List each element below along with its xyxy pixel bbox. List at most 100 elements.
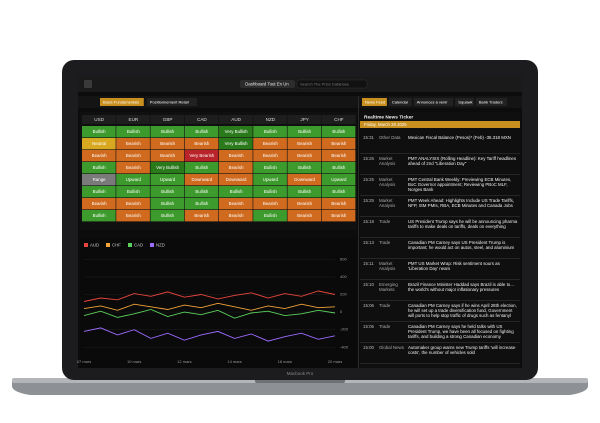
bias-cell	[253, 198, 287, 210]
bias-cell	[253, 162, 287, 174]
news-item[interactable]: 15:06 Trade Canadian PM Carney says if he …	[360, 301, 520, 322]
bias-label: Bearish	[160, 153, 175, 158]
bias-label: Bullish	[93, 129, 106, 134]
news-item[interactable]: 15:13 Trade Canadian PM Carney says US Pre…	[360, 238, 520, 259]
bias-cell	[116, 198, 150, 210]
bias-cell	[219, 198, 253, 210]
bias-cell	[321, 162, 356, 174]
news-time: 15:26	[363, 156, 374, 161]
tab[interactable]	[475, 98, 508, 106]
bias-label: Bullish	[230, 189, 243, 194]
news-item[interactable]: 15:05 Trade Canadian PM Carney says he hel…	[360, 322, 520, 343]
bias-cell	[219, 126, 253, 138]
legend-swatch[interactable]	[84, 243, 88, 247]
news-item[interactable]: 15:25 Market Analysis PMT Week Ahead: High…	[360, 196, 520, 217]
bias-label: Bearish	[263, 141, 278, 146]
bias-label: Upward	[126, 177, 142, 182]
search-box[interactable]	[296, 79, 368, 89]
laptop-base	[12, 380, 588, 395]
bias-cell	[287, 210, 322, 222]
bias-label: Bearish	[126, 213, 141, 218]
tab[interactable]	[362, 98, 387, 106]
bias-label: Bullish	[195, 129, 208, 134]
news-headline: Canadian PM Carney says US President Tru…	[408, 240, 515, 250]
news-category: Market Analysis	[379, 177, 396, 187]
y-tick-label: 600	[340, 256, 347, 261]
news-headline: PMT ANALYSIS (Rolling Headline): Key Tar…	[408, 156, 517, 166]
bias-label: Bullish	[264, 189, 277, 194]
news-list: 15:31 Other Data Mexican Fiscal Balance (P…	[360, 133, 520, 367]
bias-label: Very Bullish	[225, 141, 248, 146]
tab-label: Bank Traders	[479, 99, 503, 104]
news-item[interactable]: 15:00 Global News Automaker group warns ne…	[360, 343, 520, 364]
tab[interactable]	[413, 98, 454, 106]
bias-cell	[321, 186, 356, 198]
legend-swatch[interactable]	[150, 243, 154, 247]
bias-label: Range	[93, 177, 106, 182]
bias-label: Bearish	[126, 141, 141, 146]
news-time: 15:25	[363, 177, 374, 182]
tab[interactable]	[100, 98, 144, 106]
news-item[interactable]: 15:18 Trade US President Trump says he wil…	[360, 217, 520, 238]
series-line	[83, 302, 336, 311]
series-line	[83, 309, 336, 319]
bias-cell	[116, 186, 150, 198]
table-header: EUR	[129, 117, 139, 122]
bias-cell	[150, 210, 185, 222]
tab-label: Positionnement Retail	[150, 99, 189, 104]
series-line	[83, 290, 336, 302]
tab[interactable]	[388, 98, 412, 106]
bias-cell	[219, 138, 253, 150]
news-item[interactable]: 15:31 Other Data Mexican Fiscal Balance (P…	[360, 133, 520, 154]
bias-cell	[150, 138, 185, 150]
news-item[interactable]: 15:26 Market Analysis PMT ANALYSIS (Rollin…	[360, 154, 520, 175]
bias-label: Bullish	[298, 165, 311, 170]
bias-cell	[82, 150, 116, 162]
bias-label: Upward	[331, 177, 347, 182]
news-item[interactable]: 15:25 Market Analysis PMT Central Bank Wee…	[360, 175, 520, 196]
table-header-cell	[253, 115, 287, 124]
legend-swatch[interactable]	[106, 243, 110, 247]
bias-label: Bullish	[332, 165, 345, 170]
bias-label: Bearish	[126, 153, 141, 158]
legend-swatch[interactable]	[128, 243, 132, 247]
news-date: Friday, March 28 2025	[364, 122, 407, 127]
x-tick-label: 12 mars	[177, 359, 191, 364]
legend-label: CHF	[112, 242, 121, 247]
bias-label: Downward	[192, 177, 213, 182]
bias-cell	[82, 126, 116, 138]
bias-cell	[253, 174, 287, 186]
bias-cell	[287, 138, 322, 150]
x-tick-label: 07 mars	[77, 359, 91, 364]
news-time: 15:18	[363, 219, 374, 224]
bias-cell	[184, 138, 219, 150]
bias-label: Bearish	[297, 141, 312, 146]
bias-cell	[184, 150, 219, 162]
app-icon[interactable]	[84, 80, 92, 88]
bias-cell	[184, 186, 219, 198]
news-category: Global News	[379, 345, 404, 350]
search-placeholder: Search The Price Database	[300, 82, 350, 87]
bias-label: Bullish	[264, 129, 277, 134]
bias-label: Bearish	[126, 165, 141, 170]
bias-label: Bullish	[298, 129, 311, 134]
news-item[interactable]: 15:11 Market Analysis PMT US Market Wrap: …	[360, 259, 520, 280]
news-headline: Mexican Fiscal Balance (Pesos)* (Feb) -3…	[408, 135, 511, 140]
dashboard-button[interactable]	[240, 80, 295, 88]
tab[interactable]	[455, 98, 474, 106]
tab[interactable]	[146, 98, 197, 106]
table-header-cell	[219, 115, 253, 124]
bias-cell	[184, 210, 219, 222]
bias-cell	[82, 198, 116, 210]
series-line	[83, 327, 336, 342]
table-header-cell	[82, 115, 116, 124]
bias-cell	[82, 210, 116, 222]
table-header: JPY	[300, 117, 308, 122]
bias-label: Upward	[263, 177, 279, 182]
bias-cell	[116, 162, 150, 174]
bias-cell	[287, 162, 322, 174]
news-category: Emerging Markets	[379, 282, 398, 292]
table-header-cell	[150, 115, 185, 124]
news-item[interactable]: 15:10 Emerging Markets Brazil Finance Mini…	[360, 280, 520, 301]
bias-cell	[116, 138, 150, 150]
